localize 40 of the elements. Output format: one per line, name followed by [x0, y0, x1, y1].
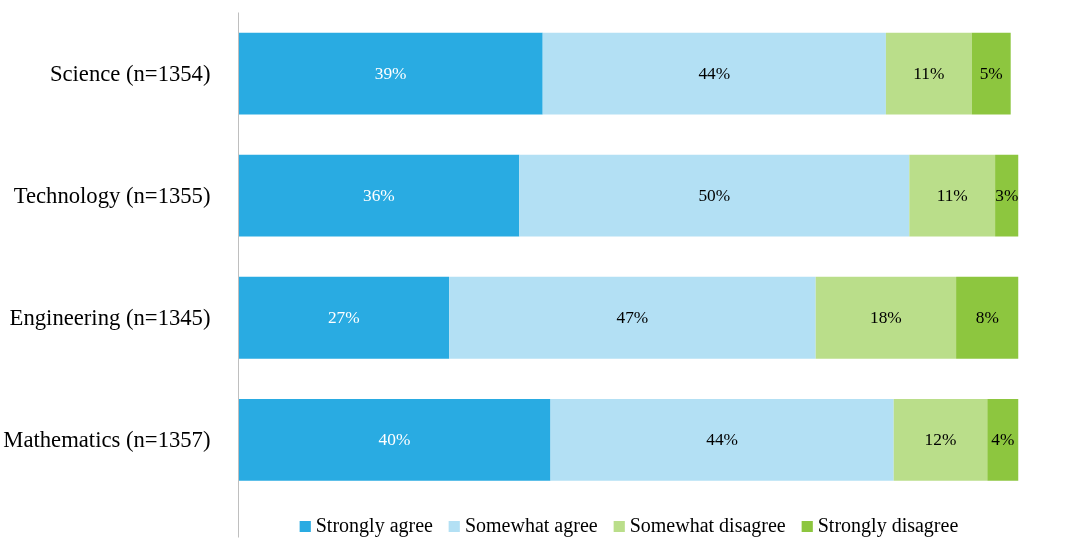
- bar: [909, 154, 996, 237]
- data-label: 40%: [378, 430, 411, 450]
- legend-label: Strongly disagree: [817, 514, 959, 537]
- data-label: 44%: [706, 430, 738, 450]
- bar: [449, 276, 816, 359]
- data-label: 4%: [991, 430, 1015, 450]
- data-label: 12%: [924, 430, 957, 450]
- data-label: 39%: [374, 64, 407, 84]
- data-label: 36%: [363, 186, 395, 206]
- legend-label: Somewhat disagree: [629, 514, 786, 537]
- data-label: 44%: [698, 64, 731, 84]
- bar: [885, 32, 972, 115]
- y-tick-label: Engineering (n=1345): [9, 305, 211, 331]
- data-label: 11%: [936, 186, 968, 206]
- bar: [238, 276, 450, 359]
- data-label: 50%: [698, 186, 731, 206]
- y-tick-label: Technology (n=1355): [13, 183, 211, 209]
- bar: [956, 276, 1019, 359]
- bar: [815, 276, 957, 359]
- y-tick-label: Mathematics (n=1357): [3, 427, 211, 453]
- legend-label: Somewhat agree: [464, 514, 598, 537]
- bar: [893, 398, 988, 481]
- data-label: 27%: [327, 308, 360, 328]
- data-label: 8%: [975, 308, 999, 328]
- bar: [542, 32, 886, 115]
- y-tick-label: Science (n=1354): [49, 61, 211, 87]
- data-label: 3%: [995, 186, 1019, 206]
- data-label: 5%: [979, 64, 1003, 84]
- bar: [519, 154, 910, 237]
- bar: [550, 398, 894, 481]
- legend-label: Strongly agree: [315, 514, 433, 537]
- bar: [995, 154, 1019, 237]
- bar: [238, 154, 520, 237]
- bar: [971, 32, 1011, 115]
- data-label: 18%: [870, 308, 902, 328]
- data-label: 47%: [616, 308, 649, 328]
- data-label: 11%: [913, 64, 945, 84]
- bar: [238, 32, 543, 115]
- bar: [238, 398, 551, 481]
- bar: [987, 398, 1019, 481]
